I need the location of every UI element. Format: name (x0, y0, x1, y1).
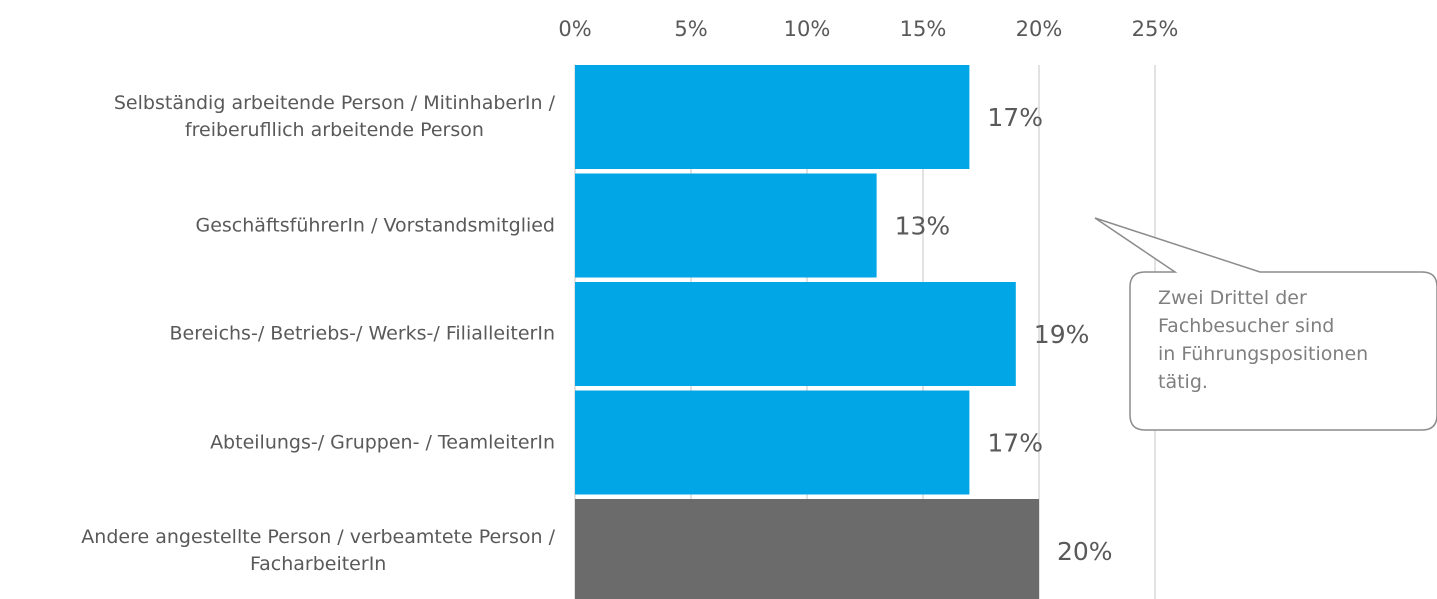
bar (575, 173, 877, 278)
y-tick-label: Bereichs-/ Betriebs-/ Werks-/ Filialleit… (169, 322, 555, 345)
y-tick-label: Andere angestellte Person / verbeamtete … (81, 526, 555, 575)
bar (575, 499, 1039, 599)
value-label: 20% (1057, 537, 1113, 566)
y-tick-label: Abteilungs-/ Gruppen- / TeamleiterIn (210, 431, 555, 453)
value-label: 17% (987, 103, 1043, 132)
bar (575, 390, 970, 495)
x-tick-label: 15% (900, 17, 947, 41)
x-tick-label: 10% (784, 17, 831, 41)
bar (575, 65, 970, 169)
x-tick-label: 25% (1132, 17, 1179, 41)
bar (575, 282, 1016, 386)
y-tick-label: GeschäftsführerIn / Vorstandsmitglied (195, 214, 556, 236)
value-label: 19% (1034, 320, 1090, 349)
x-tick-label: 20% (1016, 17, 1063, 41)
value-label: 17% (987, 429, 1043, 458)
y-tick-label: Selbständig arbeitende Person / Mitinhab… (113, 92, 555, 141)
x-tick-label: 5% (674, 17, 707, 41)
x-tick-label: 0% (558, 17, 591, 41)
callout (1094, 217, 1437, 431)
value-label: 13% (895, 212, 951, 241)
annotation: Zwei Drittel der Fachbesucher sind in Fü… (1158, 287, 1369, 393)
